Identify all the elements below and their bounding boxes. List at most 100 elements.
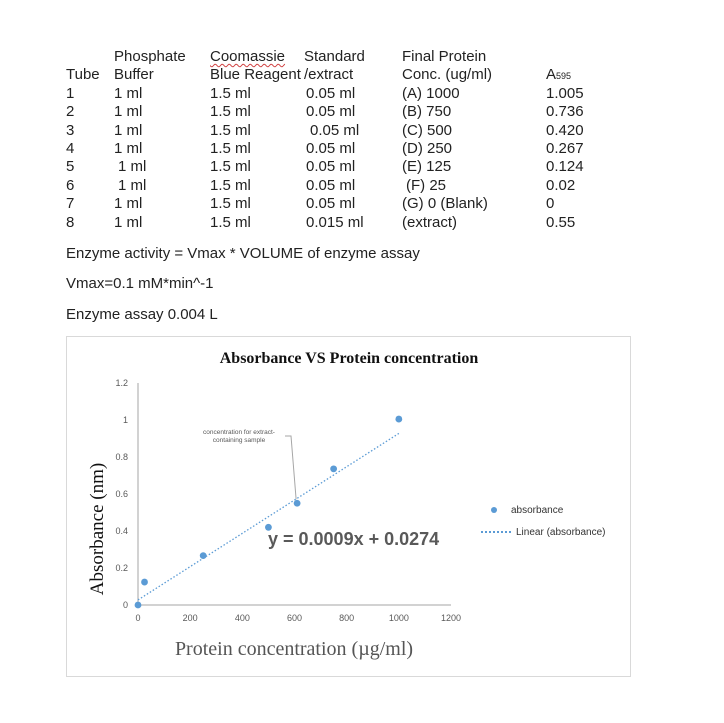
- reagent-cell: 1.5 ml: [210, 176, 251, 194]
- a595-cell: 1.005: [546, 84, 584, 102]
- tube-column: Tube 1 2 3 4 5 6 7 8: [66, 48, 100, 232]
- buffer-cell: 1 ml: [114, 139, 143, 157]
- tube-header: Tube: [66, 66, 100, 84]
- trendline-equation: y = 0.0009x + 0.0274: [268, 529, 439, 549]
- data-point: [265, 523, 272, 531]
- buffer-cell: 1 ml: [118, 176, 147, 194]
- buffer-cell: 1 ml: [114, 213, 143, 231]
- reagent-cell: 1.5 ml: [210, 103, 251, 121]
- final-header-line2: Conc. (ug/ml): [402, 66, 493, 84]
- absorbance-scatter-chart: Absorbance VS Protein concentration Prot…: [87, 350, 479, 660]
- y-tick-label: 0: [123, 600, 128, 610]
- standard-cell: 0.05 ml: [306, 84, 356, 102]
- x-tick-label: 400: [235, 613, 250, 623]
- standard-cell: 0.05 ml: [306, 176, 356, 194]
- tube-cell: 3: [66, 121, 75, 139]
- reagent-column: Coomassie Blue Reagent 1.5 ml 1.5 ml 1.5…: [210, 48, 301, 232]
- y-tick-label: 0.8: [115, 452, 128, 462]
- chart-title: Absorbance VS Protein concentration: [220, 350, 479, 367]
- final-conc-cell: (D) 250: [402, 139, 453, 157]
- standard-values: 0.05 ml 0.05 ml 0.05 ml 0.05 ml 0.05 ml …: [306, 85, 364, 232]
- a595-column: A595 1.005 0.736 0.420 0.267 0.124 0.02 …: [546, 48, 584, 232]
- a595-cell: 0.55: [546, 213, 576, 231]
- data-point: [330, 465, 338, 473]
- y-axis-label: Absorbance (nm): [87, 463, 108, 595]
- a595-header: A595: [546, 66, 572, 84]
- buffer-header-line2: Buffer: [114, 66, 154, 84]
- annotation-leader-line: [285, 435, 297, 500]
- legend-label-linear: Linear (absorbance): [516, 527, 606, 538]
- a595-cell: 0.736: [546, 103, 584, 121]
- vmax-note: Vmax=0.1 mM*min^-1: [66, 275, 214, 292]
- legend-marker-dotted-line-icon: [481, 531, 511, 534]
- buffer-cell: 1 ml: [114, 103, 143, 121]
- reagent-header-line2: Blue Reagent: [210, 66, 301, 84]
- x-tick-label: 1000: [389, 613, 409, 623]
- reagent-cell: 1.5 ml: [210, 84, 251, 102]
- final-header-line1: Final Protein: [402, 48, 487, 65]
- reagent-cell: 1.5 ml: [210, 195, 251, 213]
- y-tick-label: 1: [123, 415, 128, 425]
- standard-cell: 0.05 ml: [306, 139, 356, 157]
- tube-cell: 4: [66, 139, 75, 157]
- final-conc-cell: (A) 1000: [402, 84, 460, 102]
- reagent-cell: 1.5 ml: [210, 139, 251, 157]
- standard-cell: 0.015 ml: [306, 213, 364, 231]
- standard-cell: 0.05 ml: [306, 103, 356, 121]
- data-point: [141, 578, 148, 586]
- final-conc-cell: (F) 25: [406, 176, 447, 194]
- tube-cell: 7: [66, 195, 75, 213]
- a595-cell: 0.02: [546, 176, 576, 194]
- final-conc-cell: (extract): [402, 213, 458, 231]
- x-tick-label: 200: [183, 613, 198, 623]
- standard-header-line2: /extract: [304, 66, 354, 84]
- tube-cell: 6: [66, 176, 75, 194]
- legend-marker-dot-icon: [491, 507, 497, 514]
- y-tick-label: 0.4: [115, 526, 128, 536]
- a595-cell: 0: [546, 195, 555, 213]
- y-tick-label: 0.6: [115, 489, 128, 499]
- buffer-cell: 1 ml: [114, 84, 143, 102]
- x-tick-label: 600: [287, 613, 302, 623]
- annotation-text: concentration for extract-: [203, 429, 275, 436]
- reagent-header-line1: Coomassie: [210, 48, 286, 65]
- legend-item-absorbance: absorbance: [491, 505, 563, 516]
- x-tick-label: 0: [135, 613, 140, 623]
- legend-item-linear: Linear (absorbance): [481, 527, 606, 538]
- x-tick-label: 1200: [441, 613, 461, 623]
- tube-cell: 1: [66, 84, 75, 102]
- standard-cell: 0.05 ml: [306, 195, 356, 213]
- x-axis-label: Protein concentration (µg/ml): [175, 638, 413, 660]
- y-tick-label: 0.2: [115, 563, 128, 573]
- buffer-cell: 1 ml: [118, 158, 147, 176]
- a595-cell: 0.124: [546, 158, 584, 176]
- trendline: [137, 432, 400, 601]
- reagent-cell: 1.5 ml: [210, 213, 251, 231]
- standard-column: Standard /extract: [304, 48, 365, 85]
- standard-cell: 0.05 ml: [310, 121, 360, 139]
- tube-header-line1: [66, 48, 100, 66]
- enzyme-activity-formula: Enzyme activity = Vmax * VOLUME of enzym…: [66, 245, 420, 262]
- buffer-cell: 1 ml: [114, 195, 143, 213]
- a595-header-line1: [546, 48, 584, 66]
- tube-cell: 5: [66, 158, 75, 176]
- standard-cell: 0.05 ml: [306, 158, 356, 176]
- data-point: [395, 415, 403, 423]
- buffer-header-line1: Phosphate: [114, 48, 186, 65]
- a595-cell: 0.267: [546, 139, 584, 157]
- data-point: [134, 601, 142, 609]
- annotation-text: containing sample: [213, 437, 266, 444]
- tube-cell: 2: [66, 103, 75, 121]
- standard-header-line1: Standard: [304, 48, 365, 65]
- y-tick-label: 1.2: [115, 378, 128, 388]
- a595-cell: 0.420: [546, 121, 584, 139]
- reagent-cell: 1.5 ml: [210, 158, 251, 176]
- reagent-cell: 1.5 ml: [210, 121, 251, 139]
- final-conc-cell: (E) 125: [402, 158, 452, 176]
- final-conc-cell: (G) 0 (Blank): [402, 195, 488, 213]
- chart-container: Absorbance VS Protein concentration Prot…: [66, 336, 631, 677]
- final-conc-column: Final Protein Conc. (ug/ml) (A) 1000 (B)…: [402, 48, 492, 232]
- buffer-column: Phosphate Buffer 1 ml 1 ml 1 ml 1 ml 1 m…: [114, 48, 186, 232]
- data-point: [293, 499, 301, 507]
- legend-label-absorbance: absorbance: [511, 505, 564, 516]
